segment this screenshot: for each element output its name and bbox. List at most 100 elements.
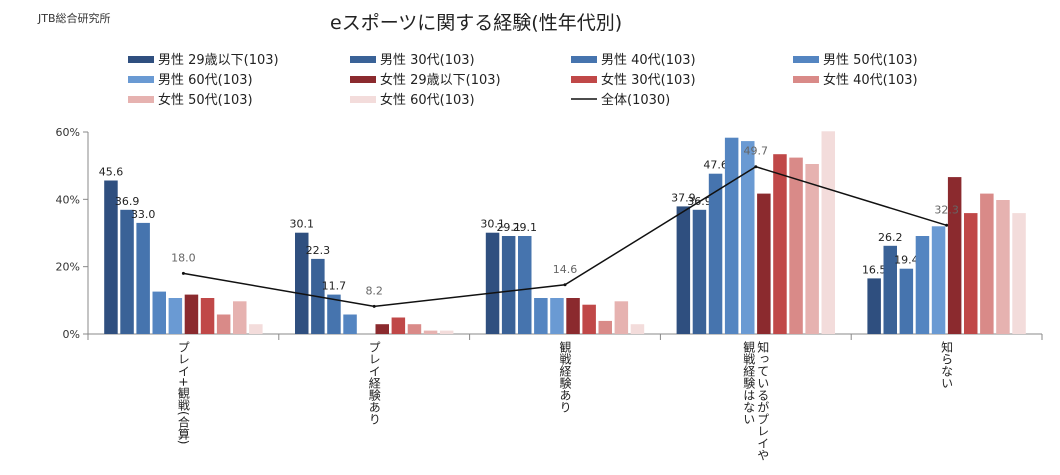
bar-data-label: 30.1 xyxy=(480,218,505,231)
legend-item: 女性 40代(103) xyxy=(793,72,918,88)
bar xyxy=(136,222,150,334)
bar xyxy=(757,193,771,334)
bar xyxy=(980,193,994,334)
bar xyxy=(233,301,247,334)
bar xyxy=(724,137,739,334)
legend-label: 全体(1030) xyxy=(601,92,670,108)
y-tick-label: 20% xyxy=(56,261,80,274)
total-data-label: 32.3 xyxy=(934,203,959,216)
bar-data-label: 30.1 xyxy=(290,218,315,231)
bar xyxy=(375,324,389,334)
bar xyxy=(295,232,309,334)
bar xyxy=(120,209,134,334)
bar-data-label: 16.5 xyxy=(862,263,887,276)
bar xyxy=(915,236,930,334)
y-tick-label: 0% xyxy=(63,328,80,341)
legend-swatch xyxy=(350,76,376,83)
legend-item: 女性 30代(103) xyxy=(571,72,696,88)
x-category-line: 観戦経験はない xyxy=(742,341,756,425)
bar-data-label: 19.4 xyxy=(894,254,919,267)
bar xyxy=(821,131,835,334)
bar xyxy=(964,213,978,334)
bar-data-label: 36.9 xyxy=(115,195,140,208)
legend-swatch xyxy=(128,96,154,103)
legend-label: 女性 40代(103) xyxy=(823,72,918,88)
bar-data-label: 22.3 xyxy=(306,244,331,257)
legend-label: 男性 50代(103) xyxy=(823,53,918,68)
legend-item: 女性 29歳以下(103) xyxy=(350,72,501,88)
legend-item: 女性 60代(103) xyxy=(350,92,475,108)
bar xyxy=(518,236,532,334)
bar xyxy=(867,278,881,334)
bar xyxy=(805,164,819,334)
bar-data-label: 29.1 xyxy=(496,221,521,234)
bar-data-label: 47.6 xyxy=(703,159,728,172)
bar xyxy=(343,314,357,334)
bar xyxy=(1012,213,1026,334)
legend-swatch xyxy=(128,56,154,63)
bar xyxy=(407,324,422,334)
bar xyxy=(676,206,691,334)
legend-item: 男性 50代(103) xyxy=(793,53,918,68)
x-category-line: プレイ経験あり xyxy=(367,341,381,425)
bar xyxy=(996,200,1010,334)
bar xyxy=(773,154,787,334)
bar xyxy=(200,298,215,334)
x-category-line: プレイ+観戦(合算) xyxy=(176,341,190,445)
legend-item: 男性 40代(103) xyxy=(571,53,696,68)
legend-item: 女性 50代(103) xyxy=(128,92,253,108)
legend-swatch xyxy=(571,56,597,63)
bar xyxy=(168,298,183,334)
x-category-label: 観戦経験あり xyxy=(558,341,572,413)
y-tick-label: 60% xyxy=(56,126,80,139)
bar-data-label: 29.1 xyxy=(513,221,538,234)
bar xyxy=(741,141,755,334)
bar xyxy=(152,291,166,334)
legend-label: 男性 29歳以下(103) xyxy=(158,53,279,68)
total-point xyxy=(945,223,949,227)
legend-swatch xyxy=(571,76,597,83)
bar xyxy=(883,245,897,334)
total-point xyxy=(372,304,376,308)
legend-swatch xyxy=(350,56,376,63)
bar xyxy=(439,330,454,334)
chart-title: eスポーツに関する経験(性年代別) xyxy=(330,12,623,34)
legend-label: 女性 29歳以下(103) xyxy=(380,72,501,88)
bar xyxy=(485,232,500,334)
legend-label: 女性 30代(103) xyxy=(601,72,696,88)
bar xyxy=(692,209,707,334)
bar xyxy=(899,268,914,334)
bar xyxy=(708,173,723,334)
total-point xyxy=(563,283,567,287)
bar xyxy=(550,298,564,334)
x-category-line: 知っているがプレイや xyxy=(756,341,770,461)
bar xyxy=(327,294,341,334)
bar-data-label: 33.0 xyxy=(131,208,156,221)
x-category-line: 観戦経験あり xyxy=(558,341,572,413)
bar xyxy=(789,157,803,334)
total-data-label: 18.0 xyxy=(171,251,196,264)
bar-data-label: 45.6 xyxy=(99,166,124,179)
legend-swatch xyxy=(350,96,376,103)
legend-swatch xyxy=(793,76,819,83)
legend-swatch xyxy=(128,76,154,83)
legend-swatch xyxy=(793,56,819,63)
bar xyxy=(391,317,406,334)
legend-label: 女性 50代(103) xyxy=(158,92,253,108)
total-point xyxy=(754,165,758,169)
total-data-label: 49.7 xyxy=(744,145,769,158)
total-point xyxy=(181,271,185,275)
total-data-label: 8.2 xyxy=(365,284,383,297)
x-category-label: プレイ+観戦(合算) xyxy=(176,341,190,445)
x-category-label: 知らない xyxy=(940,341,954,389)
bar-data-label: 11.7 xyxy=(322,280,347,293)
bar xyxy=(104,180,118,334)
legend-label: 男性 30代(103) xyxy=(380,53,475,68)
bar xyxy=(534,298,548,334)
bar xyxy=(598,320,612,334)
legend-item: 全体(1030) xyxy=(571,92,670,108)
bar xyxy=(216,314,231,334)
bar xyxy=(630,324,645,334)
